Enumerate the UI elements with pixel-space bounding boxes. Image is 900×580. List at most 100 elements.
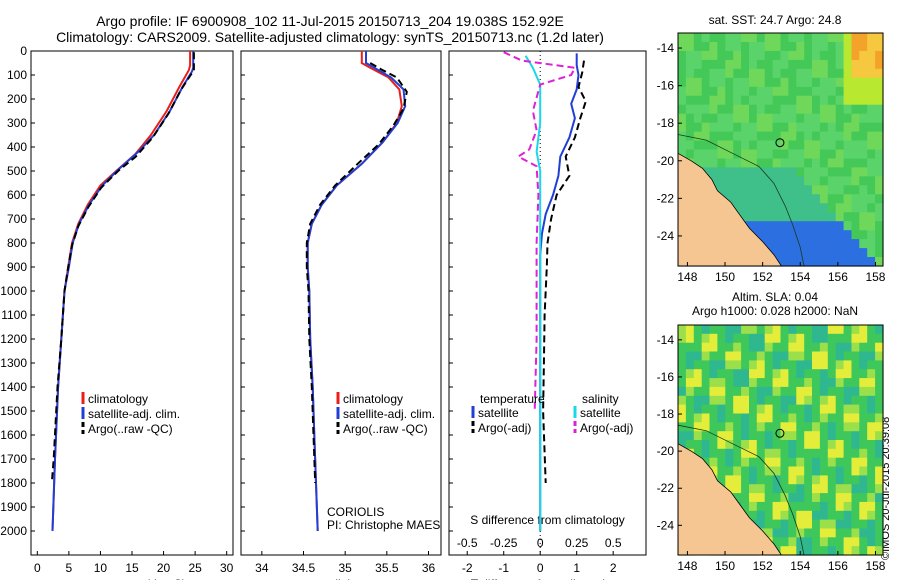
map-cell bbox=[780, 131, 789, 142]
map-cell bbox=[796, 257, 805, 267]
map-cell bbox=[780, 203, 789, 213]
map-cell bbox=[812, 378, 821, 388]
map-cell bbox=[867, 413, 876, 423]
map-cell bbox=[764, 104, 774, 115]
map-cell bbox=[804, 342, 813, 353]
map-cell bbox=[717, 167, 726, 177]
map-cell bbox=[835, 239, 845, 249]
map-cell bbox=[812, 158, 821, 169]
map-cell bbox=[733, 149, 742, 160]
map-cell bbox=[867, 466, 876, 476]
map-cell bbox=[859, 546, 868, 556]
map-cell bbox=[717, 122, 726, 133]
map-cell bbox=[701, 33, 711, 43]
map-cell bbox=[678, 122, 687, 133]
map-cell bbox=[819, 86, 829, 97]
map-cell bbox=[756, 59, 766, 70]
map-cell bbox=[741, 140, 750, 151]
map-cell bbox=[685, 140, 695, 151]
map-cell bbox=[835, 167, 845, 177]
map-cell bbox=[764, 342, 774, 353]
map-cell bbox=[796, 131, 805, 142]
map-cell bbox=[685, 422, 695, 432]
map-cell bbox=[685, 351, 695, 361]
map-cell bbox=[749, 386, 758, 397]
map-cell bbox=[685, 325, 695, 335]
map-x-tick-label: 152 bbox=[753, 270, 773, 284]
map-cell bbox=[685, 386, 695, 397]
x-secondary-tick-label: 0.5 bbox=[605, 536, 622, 550]
map-cell bbox=[764, 140, 774, 151]
map-cell bbox=[843, 257, 853, 267]
map-cell bbox=[827, 176, 837, 186]
map-cell bbox=[725, 185, 734, 195]
map-cell bbox=[796, 475, 805, 485]
map-cell bbox=[764, 333, 774, 344]
map-cell bbox=[804, 493, 813, 503]
map-cell bbox=[819, 360, 829, 370]
map-cell bbox=[843, 50, 853, 61]
map-cell bbox=[851, 360, 860, 370]
map-cell bbox=[709, 386, 718, 397]
map-cell bbox=[780, 528, 789, 538]
map-x-tick-label: 156 bbox=[828, 270, 848, 284]
legend-label: satellite-adj. clim. bbox=[88, 407, 180, 421]
map-cell bbox=[733, 440, 742, 450]
map-y-tick-label: -18 bbox=[657, 407, 675, 421]
map-cell bbox=[725, 68, 734, 79]
map-cell bbox=[717, 86, 726, 97]
map-cell bbox=[701, 140, 711, 151]
map-cell bbox=[812, 369, 821, 379]
map-cell bbox=[709, 131, 718, 142]
map-cell bbox=[835, 104, 845, 115]
map-cell bbox=[678, 86, 687, 97]
map-cell bbox=[733, 33, 742, 43]
x-tick-label: -1 bbox=[498, 561, 509, 575]
map-cell bbox=[780, 95, 789, 106]
map-cell bbox=[788, 33, 797, 43]
map-cell bbox=[780, 448, 789, 459]
map-cell bbox=[812, 104, 821, 115]
map-cell bbox=[733, 360, 742, 370]
figure-title-line2: Climatology: CARS2009. Satellite-adjuste… bbox=[56, 29, 604, 45]
map-cell bbox=[804, 86, 813, 97]
map-cell bbox=[741, 501, 750, 512]
map-cell bbox=[780, 493, 789, 503]
map-cell bbox=[843, 176, 853, 186]
map-cell bbox=[804, 431, 813, 441]
map-cell bbox=[843, 448, 853, 459]
map-cell bbox=[717, 113, 726, 124]
map-cell bbox=[678, 59, 687, 70]
map-cell bbox=[733, 203, 742, 213]
map-cell bbox=[685, 440, 695, 450]
map-cell bbox=[772, 378, 782, 388]
map-cell bbox=[701, 149, 711, 160]
map-cell bbox=[685, 42, 695, 52]
map-cell bbox=[867, 333, 876, 344]
map-cell bbox=[796, 501, 805, 512]
map-cell bbox=[701, 158, 711, 169]
map-cell bbox=[827, 42, 837, 52]
map-cell bbox=[835, 42, 845, 52]
map-cell bbox=[796, 239, 805, 249]
map-cell bbox=[741, 395, 750, 406]
map-cell bbox=[843, 131, 853, 142]
map-cell bbox=[788, 185, 797, 195]
map-cell bbox=[875, 50, 884, 61]
map-cell bbox=[851, 122, 860, 133]
map-cell bbox=[812, 194, 821, 204]
map-cell bbox=[772, 475, 782, 485]
map-cell bbox=[741, 325, 750, 335]
map-cell bbox=[780, 158, 789, 169]
map-cell bbox=[788, 342, 797, 353]
map-cell bbox=[835, 404, 845, 414]
map-cell bbox=[756, 448, 766, 459]
map-cell bbox=[725, 422, 734, 432]
map-cell bbox=[819, 212, 829, 222]
map-cell bbox=[788, 248, 797, 258]
map-cell bbox=[867, 230, 876, 240]
map-cell bbox=[709, 95, 718, 106]
map-cell bbox=[788, 386, 797, 397]
map-cell bbox=[851, 50, 860, 61]
map-cell bbox=[741, 95, 750, 106]
